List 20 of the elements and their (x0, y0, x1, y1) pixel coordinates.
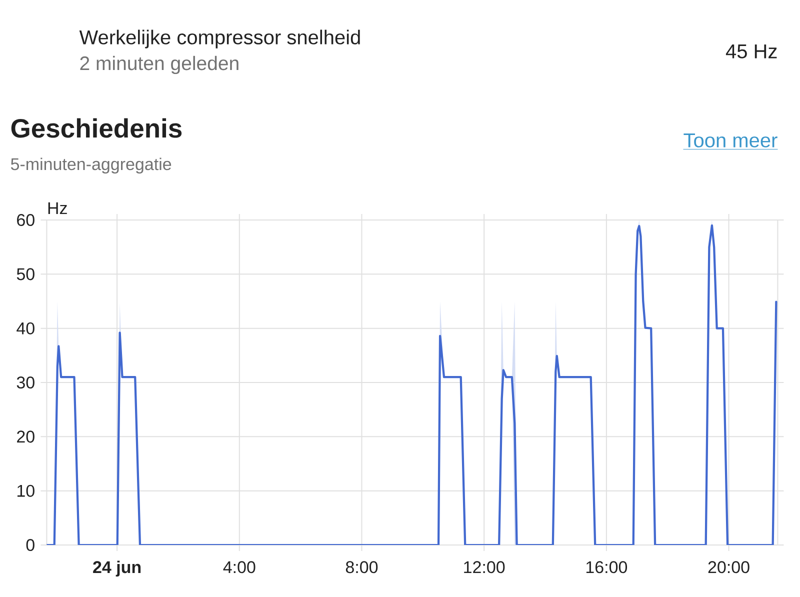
text: 45 Hz (726, 44, 777, 58)
y-tick-label: 60 (17, 214, 34, 226)
x-tick-label: 4:00 (223, 561, 256, 574)
x-tick-label: 20:00 (708, 561, 750, 574)
x-tick-label: 24 jun (93, 560, 141, 577)
y-tick-label: 0 (26, 538, 34, 552)
y-axis-title: Hz (48, 202, 67, 214)
text: 2 minuten geleden (80, 56, 238, 74)
y-tick-label: 50 (16, 268, 34, 280)
x-tick-label: 16:00 (586, 561, 628, 574)
chart-subtitle: 5-minuten-aggregatie (10, 158, 172, 174)
x-tick-label: 12:00 (464, 561, 505, 574)
y-tick-label: 40 (16, 322, 34, 334)
text: Toon meer (684, 133, 778, 148)
y-tick-label: 30 (16, 376, 34, 389)
y-tick-label: 10 (17, 484, 34, 497)
text: Werkelijke compressor snelheid (79, 30, 360, 48)
chart-title: Geschiedenis (11, 118, 182, 138)
y-tick-label: 20 (17, 430, 34, 443)
x-tick-label: 8:00 (346, 561, 378, 574)
